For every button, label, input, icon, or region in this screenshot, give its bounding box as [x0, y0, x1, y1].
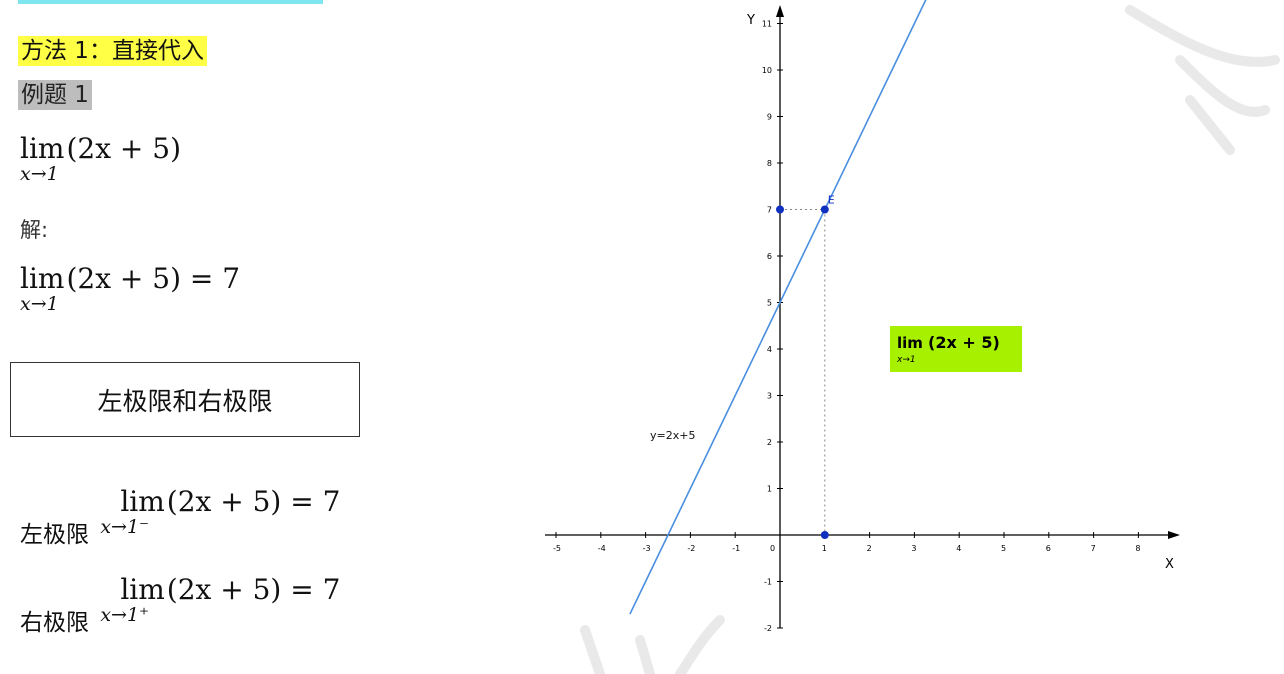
- watermark: [580, 5, 1280, 674]
- x-tick-label: 4: [956, 544, 961, 553]
- y-tick-label: 11: [762, 20, 772, 29]
- limit-operator: lim x→1: [20, 262, 65, 315]
- left-limit-label: 左极限: [20, 522, 89, 548]
- y-tick-label: 2: [767, 438, 772, 447]
- limit-operator: lim x→1: [20, 132, 65, 185]
- point-e: [820, 205, 829, 214]
- y-tick-label: 8: [767, 159, 772, 168]
- y-tick-label: 1: [767, 485, 772, 494]
- x-tick-label: 5: [1001, 544, 1006, 553]
- x-tick-label: 3: [911, 544, 916, 553]
- y-tick-label: 4: [767, 345, 772, 354]
- answer-expr: (2x + 5) = 7: [66, 262, 241, 295]
- y-tick-label: 5: [767, 299, 772, 308]
- y-tick-label: -2: [764, 624, 772, 633]
- point-y-axis: [776, 205, 784, 214]
- x-tick-label: 7: [1091, 544, 1096, 553]
- right-limit-expression: lim x→1⁺ (2x + 5) = 7: [100, 573, 341, 626]
- x-tick-label: 2: [867, 544, 872, 553]
- right-limit-label: 右极限: [20, 610, 89, 636]
- problem-expr: (2x + 5): [66, 132, 181, 165]
- point-x-axis: [820, 531, 829, 539]
- left-limit-row: 左极限 lim x→1⁻ (2x + 5) = 7: [20, 487, 340, 549]
- problem-expression: lim x→1 (2x + 5): [20, 132, 181, 185]
- y-tick-label: 10: [762, 66, 772, 75]
- y-axis-arrow: [776, 5, 784, 17]
- section-box: 左极限和右极限: [10, 362, 360, 437]
- x-tick-label: 8: [1135, 544, 1140, 553]
- badge-sub: x→1: [896, 355, 916, 365]
- left-limit-expression: lim x→1⁻ (2x + 5) = 7: [100, 485, 341, 538]
- x-tick-label: -2: [687, 544, 695, 553]
- x-tick-label: -3: [643, 544, 651, 553]
- point-e-label: E: [828, 194, 835, 207]
- x-tick-label: 1: [822, 544, 827, 553]
- function-line-label: y=2x+5: [650, 429, 695, 442]
- solution-label: 解:: [20, 218, 49, 242]
- y-tick-label: 3: [767, 392, 772, 401]
- x-tick-label: -4: [598, 544, 606, 553]
- y-tick-label: 6: [767, 252, 772, 261]
- example-label: 例题 1: [18, 80, 92, 110]
- x-tick-label: -1: [732, 544, 740, 553]
- limit-badge: [890, 326, 1022, 372]
- x-tick-label: 0: [770, 544, 775, 553]
- section-box-title: 左极限和右极限: [97, 386, 273, 416]
- y-tick-label: 9: [767, 113, 772, 122]
- y-axis-label: Y: [746, 13, 755, 28]
- x-axis-arrow: [1168, 531, 1180, 539]
- badge-lim: lim: [897, 334, 923, 352]
- answer-expression: lim x→1 (2x + 5) = 7: [20, 262, 241, 315]
- y-tick-label: -1: [764, 578, 772, 587]
- x-tick-label: 6: [1046, 544, 1051, 553]
- top-accent-bar: [18, 0, 323, 4]
- x-tick-label: -5: [553, 544, 561, 553]
- badge-expr: (2x + 5): [928, 333, 1000, 352]
- right-limit-row: 右极限 lim x→1⁺ (2x + 5) = 7: [20, 575, 340, 637]
- y-tick-label: 7: [767, 206, 772, 215]
- x-axis-label: X: [1165, 557, 1174, 572]
- method-title: 方法 1：直接代入: [18, 36, 207, 66]
- function-line: [629, 0, 927, 615]
